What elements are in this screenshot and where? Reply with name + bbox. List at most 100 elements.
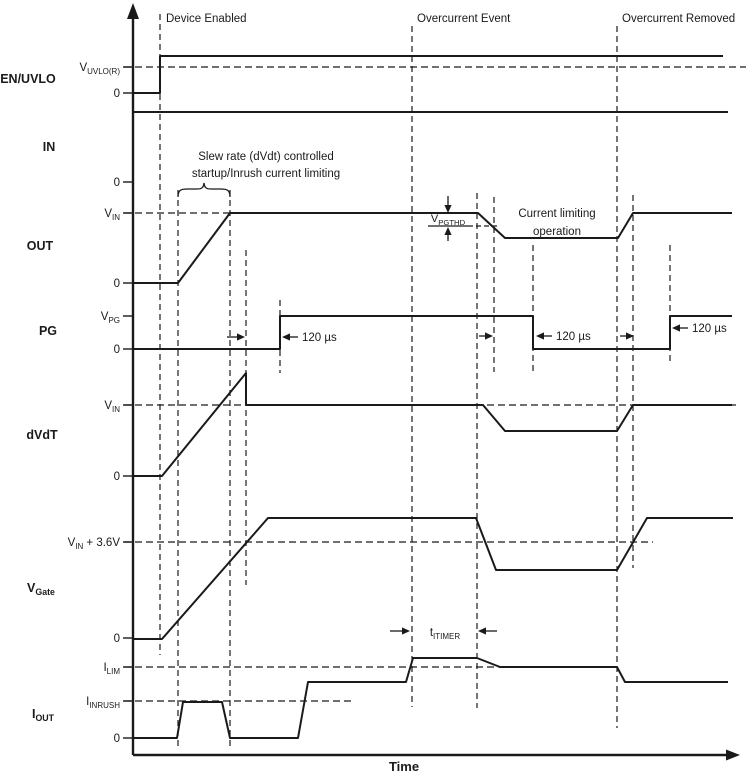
text-run: PG bbox=[39, 324, 57, 338]
text-run: Overcurrent Event bbox=[417, 13, 511, 25]
level-label-in: 0 bbox=[114, 177, 120, 189]
text-run: 0 bbox=[114, 633, 120, 645]
signal-name-i-out: IOUT bbox=[32, 707, 55, 723]
signal-name-en-uvlo: EN/UVLO bbox=[0, 72, 56, 86]
text-run: V bbox=[68, 537, 76, 549]
signal-name-dvdt: dVdT bbox=[26, 428, 58, 442]
waveform-i-out bbox=[133, 657, 728, 739]
deglitch-arrow-head bbox=[626, 332, 634, 340]
waveform-en-uvlo bbox=[133, 55, 723, 94]
deglitch-arrow-head bbox=[536, 332, 544, 340]
subscript: IN bbox=[75, 542, 83, 551]
level-label-i-out: ILIM bbox=[103, 662, 120, 676]
waveform-dvdt bbox=[133, 372, 732, 477]
level-label-v-gate: VIN + 3.6V bbox=[68, 537, 121, 551]
subscript: OUT bbox=[35, 713, 54, 723]
level-label-en-uvlo: 0 bbox=[114, 88, 120, 100]
text-run: Slew rate (dVdt) controlled bbox=[198, 151, 334, 163]
annotations-layer: Slew rate (dVdt) controlled startup/Inrus… bbox=[177, 151, 727, 641]
text-run: V bbox=[104, 208, 112, 220]
waveform-out bbox=[133, 212, 732, 284]
signal-name-out: OUT bbox=[27, 239, 54, 253]
level-label-dvdt: 0 bbox=[114, 471, 120, 483]
annotation-current-limit-note: Current limiting bbox=[518, 208, 595, 220]
text-run: Device Enabled bbox=[166, 13, 247, 25]
text-run: I bbox=[103, 662, 106, 674]
subscript: INRUSH bbox=[89, 701, 120, 710]
event-label-overcurrent-removed: Overcurrent Removed bbox=[622, 13, 735, 25]
text-run: IN bbox=[43, 140, 56, 154]
deglitch-arrow-head bbox=[282, 333, 290, 341]
waveform-v-gate bbox=[133, 517, 733, 640]
text-run: EN/UVLO bbox=[0, 72, 56, 86]
text-run: 120 µs bbox=[692, 323, 727, 335]
text-run: 0 bbox=[114, 177, 120, 189]
text-run: 120 µs bbox=[302, 332, 337, 344]
text-run: V bbox=[79, 62, 87, 74]
annotation-slew-note: Slew rate (dVdt) controlled bbox=[198, 151, 334, 163]
level-label-i-out: 0 bbox=[114, 733, 120, 745]
text-run: 120 µs bbox=[556, 331, 591, 343]
deglitch-arrow-head bbox=[237, 333, 245, 341]
text-run: V bbox=[104, 400, 112, 412]
event-label-overcurrent-event: Overcurrent Event bbox=[417, 13, 511, 25]
level-label-en-uvlo: VUVLO(R) bbox=[79, 62, 120, 76]
level-label-out: VIN bbox=[104, 208, 120, 222]
level-label-dvdt: VIN bbox=[104, 400, 120, 414]
y-axis-arrowhead bbox=[127, 3, 139, 19]
text-run: 0 bbox=[114, 471, 120, 483]
text-run: 0 bbox=[114, 278, 120, 290]
subscript: ITIMER bbox=[433, 632, 460, 641]
slew-brace bbox=[177, 182, 231, 198]
text-run: dVdT bbox=[26, 428, 58, 442]
signal-name-v-gate: VGate bbox=[27, 581, 55, 597]
text-run: OUT bbox=[27, 239, 54, 253]
subscript: PGTHD bbox=[438, 218, 465, 227]
waveform-pg bbox=[133, 315, 732, 350]
text-run: operation bbox=[533, 226, 581, 238]
text-run: t bbox=[430, 627, 434, 639]
text-run: V bbox=[431, 213, 439, 225]
annotation-current-limit-note: operation bbox=[533, 226, 581, 238]
text-run: Overcurrent Removed bbox=[622, 13, 735, 25]
text-run: startup/Inrush current limiting bbox=[192, 168, 340, 180]
text-run: V bbox=[101, 311, 109, 323]
text-run: 0 bbox=[114, 733, 120, 745]
subscript: Gate bbox=[35, 587, 55, 597]
signal-name-pg: PG bbox=[39, 324, 57, 338]
waveforms-layer bbox=[133, 55, 733, 739]
time-axis-label: Time bbox=[389, 759, 419, 774]
signal-name-in: IN bbox=[43, 140, 56, 154]
vpgthd-up-arrow-head bbox=[444, 227, 452, 235]
text-run: V bbox=[27, 581, 36, 595]
level-label-i-out: IINRUSH bbox=[86, 696, 120, 710]
text-run: 0 bbox=[114, 88, 120, 100]
level-label-pg: 0 bbox=[114, 344, 120, 356]
labels-layer: VUVLO(R)0EN/UVLO0INVIN0OUTVPG0PGVIN0dVdT… bbox=[0, 13, 735, 745]
deglitch-arrow-label: 120 µs bbox=[302, 332, 337, 344]
t-itimer-arrow-head bbox=[478, 627, 486, 635]
event-label-device-enabled: Device Enabled bbox=[166, 13, 247, 25]
subscript: LIM bbox=[107, 667, 121, 676]
t-itimer-arrow-head bbox=[402, 627, 410, 635]
deglitch-arrow-head bbox=[672, 324, 680, 332]
level-label-pg: VPG bbox=[101, 311, 120, 325]
annotation-slew-note: startup/Inrush current limiting bbox=[192, 168, 340, 180]
subscript: PG bbox=[108, 316, 120, 325]
level-label-out: 0 bbox=[114, 278, 120, 290]
t-itimer-label: tITIMER bbox=[430, 627, 461, 641]
text-run: I bbox=[32, 707, 35, 721]
text-run: I bbox=[86, 696, 89, 708]
text-run: + 3.6V bbox=[83, 537, 120, 549]
subscript: IN bbox=[112, 213, 120, 222]
subscript: IN bbox=[112, 405, 120, 414]
x-axis-arrowhead bbox=[726, 749, 740, 761]
text-run: 0 bbox=[114, 344, 120, 356]
deglitch-arrow-label: 120 µs bbox=[692, 323, 727, 335]
deglitch-arrow-label: 120 µs bbox=[556, 331, 591, 343]
axes-layer bbox=[123, 3, 740, 761]
subscript: UVLO(R) bbox=[87, 67, 120, 76]
deglitch-arrow-head bbox=[485, 332, 493, 340]
